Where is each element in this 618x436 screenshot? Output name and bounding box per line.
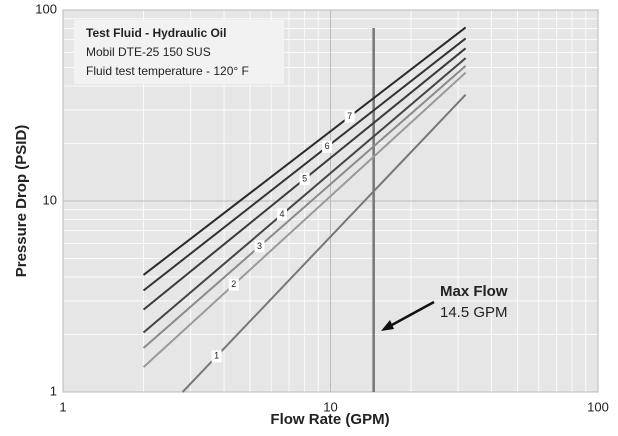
- max-flow-value: 14.5 GPM: [440, 304, 508, 321]
- series-label-bg: [322, 140, 333, 153]
- series-label-bg: [211, 350, 222, 363]
- series-line: [142, 37, 467, 292]
- series-label: 7: [347, 111, 352, 121]
- max-flow-label: Max Flow: [440, 283, 508, 300]
- series-label: 2: [231, 279, 236, 289]
- y-tick-label: 1: [50, 383, 57, 398]
- series-label-bg: [277, 208, 288, 221]
- x-tick-label: 1: [59, 399, 66, 414]
- series-line: [142, 57, 467, 334]
- series-label: 4: [280, 209, 285, 219]
- x-tick-label: 10: [323, 399, 337, 414]
- arrow-head: [381, 320, 394, 331]
- y-tick-label: 100: [35, 1, 57, 16]
- series-label: 3: [257, 241, 262, 251]
- series-label-bg: [254, 240, 265, 253]
- series-label: 1: [214, 351, 219, 361]
- series-line: [142, 71, 467, 368]
- y-tick-label: 10: [43, 192, 57, 207]
- series-label: 6: [325, 141, 330, 151]
- x-tick-label: 100: [587, 399, 609, 414]
- series-line: [181, 94, 467, 393]
- series-label: 5: [302, 173, 307, 183]
- series-line: [142, 65, 467, 349]
- series-label-bg: [344, 110, 355, 123]
- info-line: Mobil DTE-25 150 SUS: [86, 45, 211, 59]
- x-axis-label: Flow Rate (GPM): [270, 411, 389, 428]
- series-line: [142, 26, 467, 276]
- y-axis-label: Pressure Drop (PSID): [13, 125, 30, 278]
- series-label-bg: [228, 278, 239, 291]
- info-line: Fluid test temperature - 120° F: [86, 64, 249, 78]
- info-title: Test Fluid - Hydraulic Oil: [86, 26, 226, 40]
- arrow: [389, 300, 435, 328]
- info-box: [74, 20, 284, 84]
- series-label-bg: [299, 172, 310, 185]
